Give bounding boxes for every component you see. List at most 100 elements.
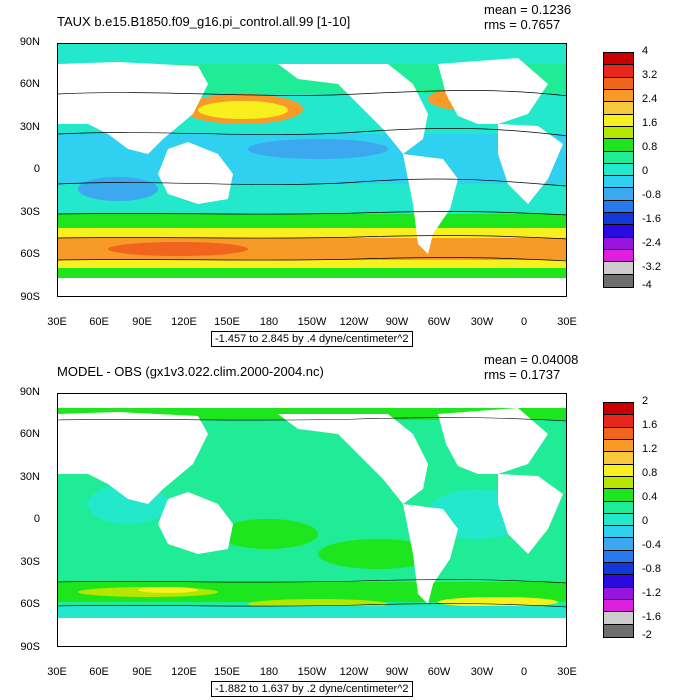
colorbar (603, 402, 634, 638)
taux-panel: TAUX b.e15.B1850.f09_g16.pi_control.all.… (0, 0, 700, 347)
lon-label: 60W (427, 666, 451, 678)
model-obs-panel: MODEL - OBS (gx1v3.022.clim.2000-2004.nc… (0, 345, 700, 700)
colorbar-swatch (604, 464, 633, 477)
colorbar-label: -0.8 (642, 189, 661, 201)
colorbar-label: 3.2 (642, 69, 658, 81)
colorbar-swatch (604, 427, 633, 440)
map-plot (57, 393, 567, 647)
lat-label: 60S (20, 248, 40, 260)
colorbar-label: 0.8 (642, 467, 658, 479)
colorbar-swatch (604, 415, 633, 428)
lon-label: 120E (171, 666, 197, 678)
colorbar-swatch (604, 526, 633, 539)
colorbar-swatch (604, 452, 633, 465)
lat-label: 90S (20, 291, 40, 303)
colorbar-label: -4 (642, 279, 652, 291)
colorbar-label: -0.4 (642, 539, 661, 551)
colorbar-label: 2 (642, 395, 649, 407)
colorbar-swatch (604, 274, 633, 287)
lon-label: 150E (214, 316, 240, 328)
lon-label: 60E (89, 316, 109, 328)
colorbar-label: 0 (642, 165, 649, 177)
lon-label: 30W (470, 316, 494, 328)
colorbar-label: -2 (642, 629, 652, 641)
colorbar-label: -1.6 (642, 213, 661, 225)
rms-stat: rms = 0.7657 (484, 17, 561, 32)
lon-label: 30W (470, 666, 494, 678)
lat-label: 30S (20, 556, 40, 568)
colorbar-label: 1.2 (642, 443, 658, 455)
colorbar-swatch (604, 250, 633, 263)
lon-label: 90W (385, 666, 409, 678)
lat-label: 90S (20, 641, 40, 653)
map-plot (57, 43, 567, 297)
colorbar-swatch (604, 188, 633, 201)
lon-label: 30E (557, 316, 577, 328)
colorbar-swatch (604, 237, 633, 250)
colorbar-label: 1.6 (642, 419, 658, 431)
lon-label: 0 (520, 666, 528, 678)
contour-range-label: -1.457 to 2.845 by .4 dyne/centimeter^2 (211, 331, 413, 347)
lat-label: 30N (19, 121, 40, 133)
lat-label: 60N (19, 78, 40, 90)
contour-range-label: -1.882 to 1.637 by .2 dyne/centimeter^2 (211, 681, 413, 697)
lat-label: 90N (19, 36, 40, 48)
colorbar-label: 2.4 (642, 93, 658, 105)
lon-label: 90W (385, 316, 409, 328)
colorbar (603, 52, 634, 288)
colorbar-swatch (604, 225, 633, 238)
colorbar-swatch (604, 262, 633, 275)
rms-stat: rms = 0.1737 (484, 367, 561, 382)
lon-label: 0 (520, 316, 528, 328)
lon-label: 150W (297, 666, 327, 678)
lat-label: 30N (19, 471, 40, 483)
colorbar-swatch (604, 624, 633, 637)
map-field (58, 44, 566, 296)
lon-label: 180 (259, 316, 279, 328)
lat-label: 0 (33, 513, 40, 525)
colorbar-label: 0 (642, 515, 649, 527)
colorbar-swatch (604, 139, 633, 152)
lon-label: 30E (47, 316, 67, 328)
lon-label: 120W (339, 316, 369, 328)
lon-label: 30E (47, 666, 67, 678)
colorbar-swatch (604, 403, 633, 416)
colorbar-swatch (604, 476, 633, 490)
colorbar-swatch (604, 89, 633, 103)
lon-label: 30E (557, 666, 577, 678)
colorbar-swatch (604, 600, 633, 613)
colorbar-swatch (604, 77, 633, 90)
colorbar-swatch (604, 213, 633, 226)
lat-label: 60N (19, 428, 40, 440)
colorbar-swatch (604, 538, 633, 551)
colorbar-swatch (604, 587, 633, 600)
lon-label: 150E (214, 666, 240, 678)
colorbar-label: -3.2 (642, 261, 661, 273)
colorbar-swatch (604, 126, 633, 140)
lon-label: 180 (259, 666, 279, 678)
mean-stat: mean = 0.1236 (484, 2, 572, 17)
colorbar-label: -2.4 (642, 237, 661, 249)
colorbar-label: 1.6 (642, 117, 658, 129)
colorbar-label: 4 (642, 45, 649, 57)
lon-label: 60W (427, 316, 451, 328)
colorbar-label: -1.2 (642, 587, 661, 599)
lon-label: 90E (132, 666, 152, 678)
lon-label: 90E (132, 316, 152, 328)
colorbar-swatch (604, 489, 633, 502)
colorbar-swatch (604, 550, 633, 564)
colorbar-label: -0.8 (642, 563, 661, 575)
lon-label: 120W (339, 666, 369, 678)
colorbar-label: 0.4 (642, 491, 658, 503)
colorbar-swatch (604, 501, 633, 514)
lon-label: 150W (297, 316, 327, 328)
colorbar-swatch (604, 114, 633, 127)
colorbar-label: 0.8 (642, 141, 658, 153)
colorbar-swatch (604, 151, 633, 164)
colorbar-swatch (604, 176, 633, 189)
mean-stat: mean = 0.04008 (484, 352, 579, 367)
colorbar-swatch (604, 439, 633, 453)
panel-title: MODEL - OBS (gx1v3.022.clim.2000-2004.nc… (57, 364, 324, 379)
colorbar-swatch (604, 563, 633, 576)
lon-label: 60E (89, 666, 109, 678)
